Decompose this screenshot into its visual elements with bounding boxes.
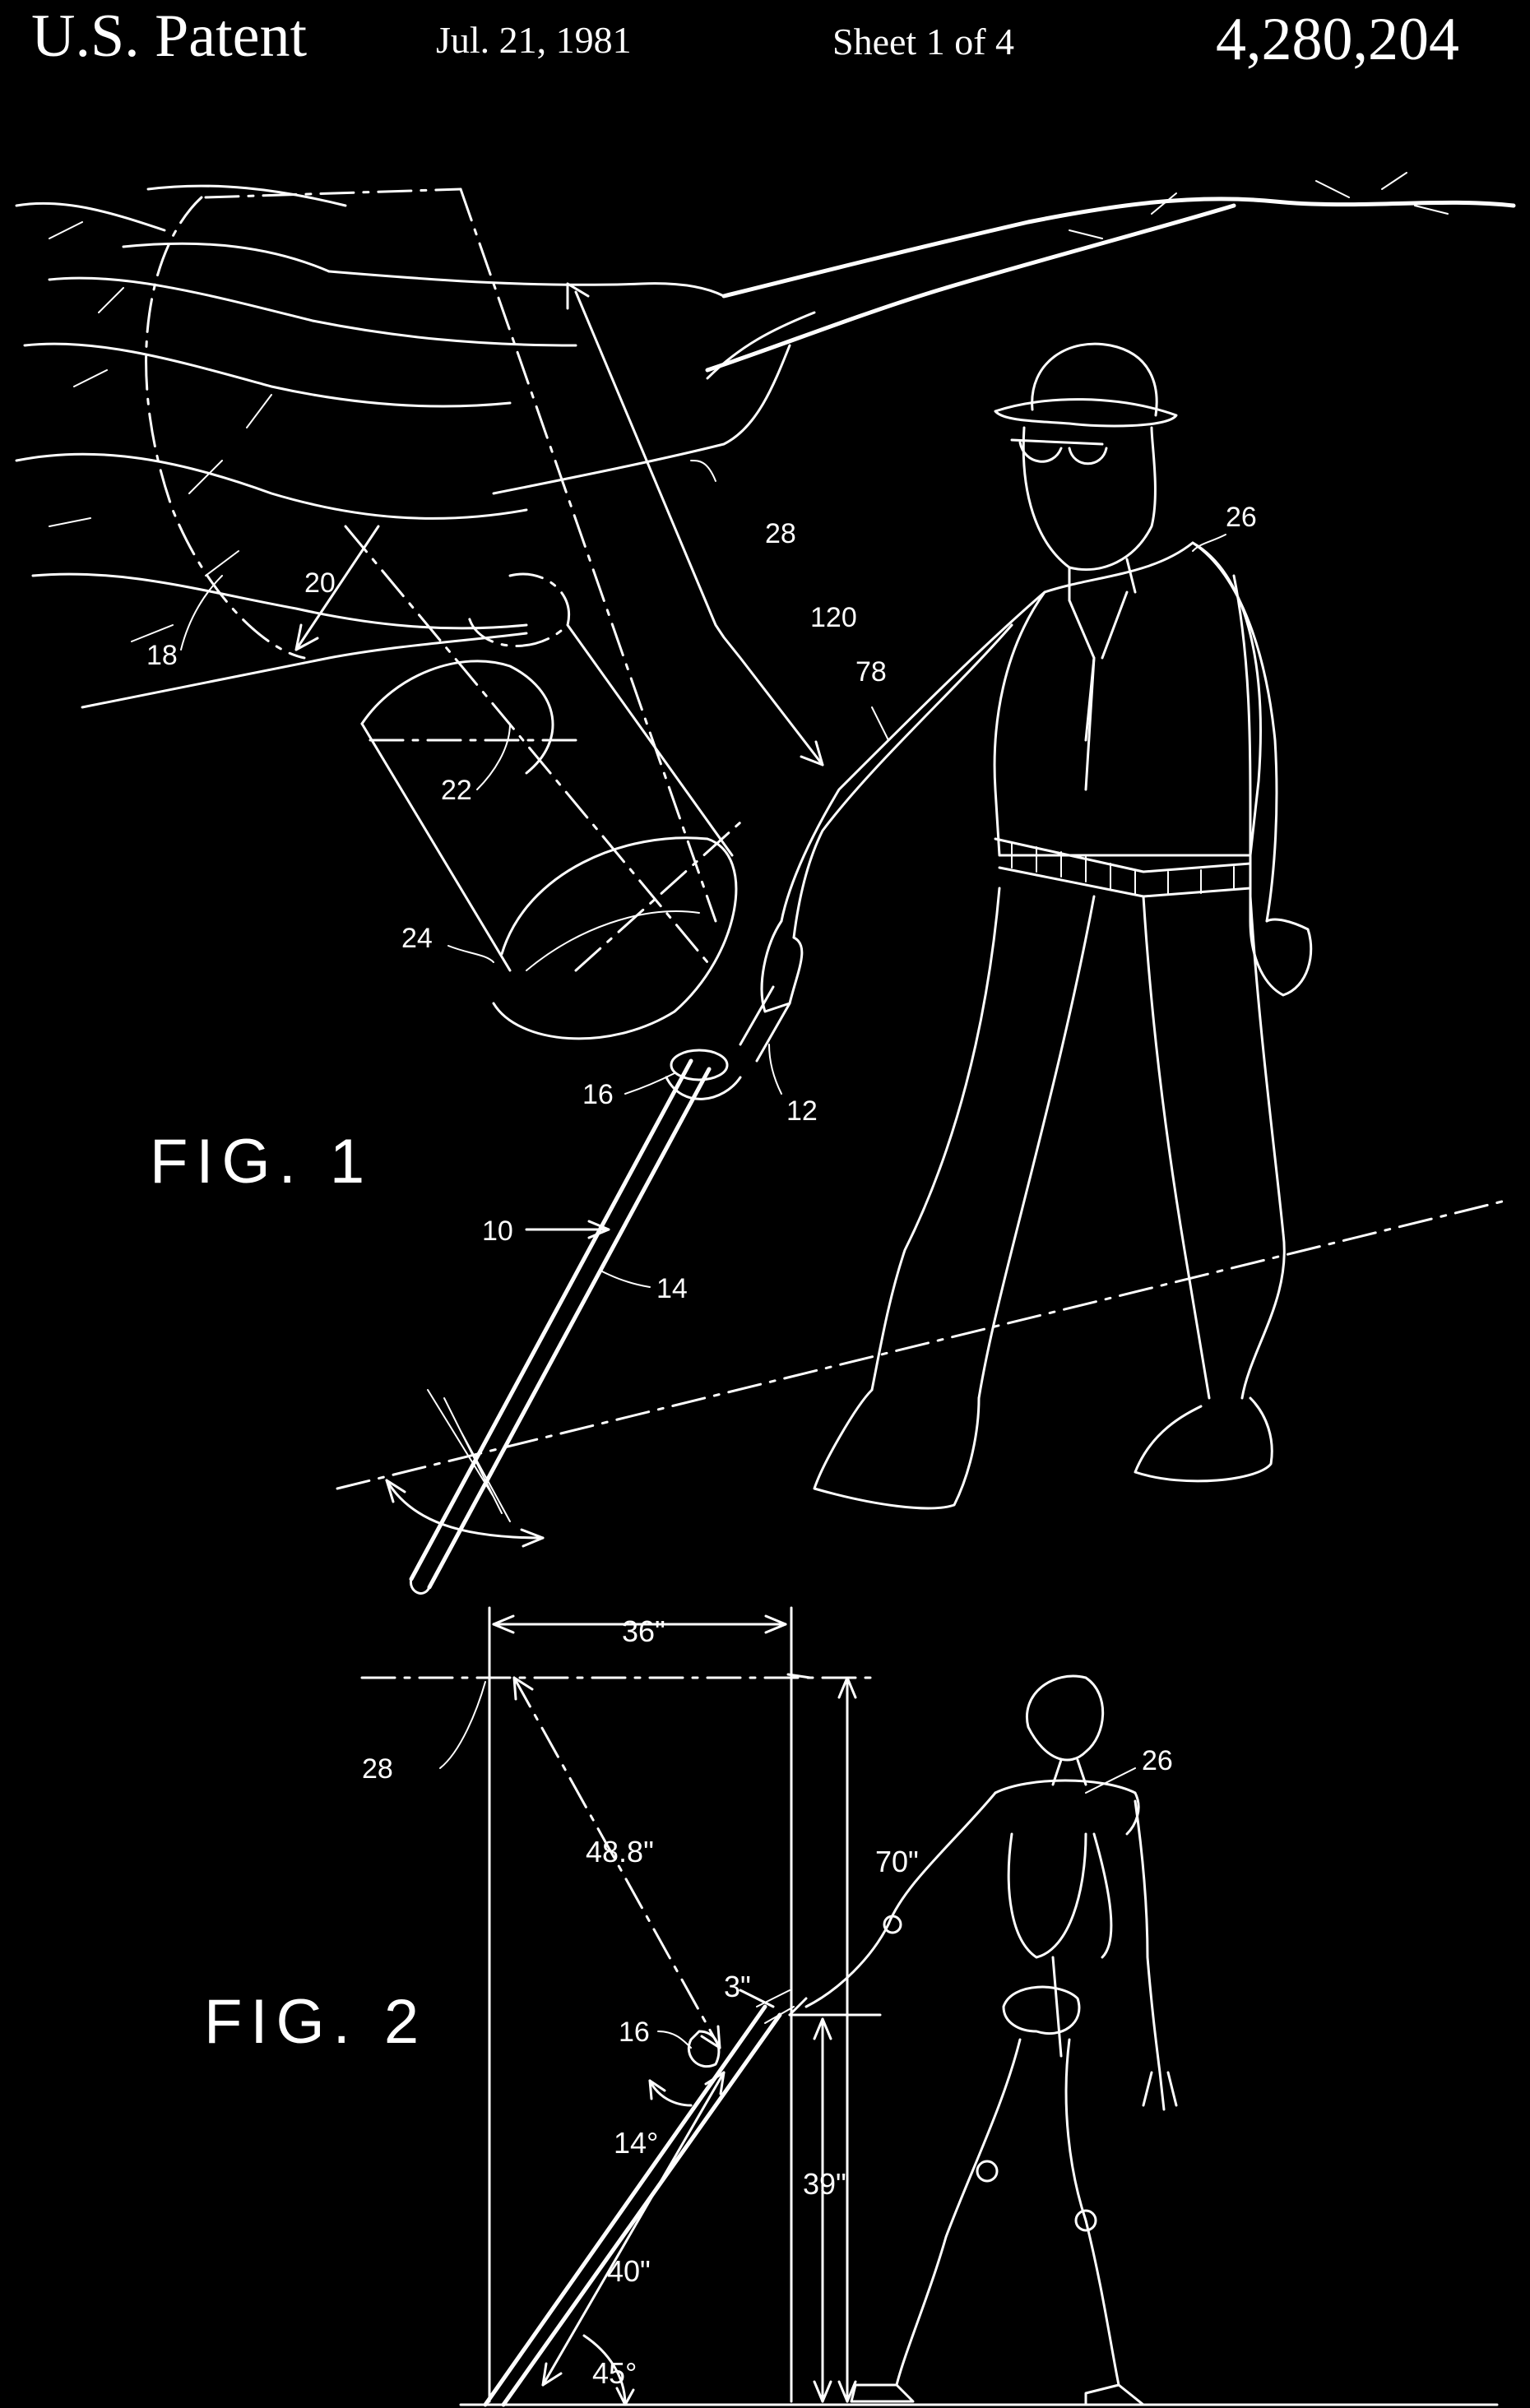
leader-28-fig2	[440, 1682, 485, 1768]
ref-18: 18	[146, 640, 178, 671]
cane-fig2	[485, 1990, 794, 2405]
ref-28: 28	[765, 518, 796, 549]
dim-36: 36"	[622, 1614, 665, 1648]
ref-26: 26	[1226, 502, 1257, 533]
dim-39: 39"	[803, 2167, 846, 2201]
dim-3: 3"	[724, 1970, 751, 2003]
dim-48-8: 48.8"	[586, 1835, 654, 1869]
dim-40: 40"	[607, 2254, 651, 2288]
figure-2-label: FIG. 2	[204, 1987, 427, 2057]
leader-14	[600, 1271, 650, 1287]
ref-24: 24	[401, 923, 433, 954]
leader-16	[625, 1073, 675, 1094]
arrow-10	[526, 1221, 609, 1238]
ref-120: 120	[810, 602, 857, 633]
leader-12	[769, 1044, 781, 1094]
ref-28-fig2: 28	[362, 1753, 393, 1785]
tree-branch-illustration	[16, 173, 1514, 707]
ref-14: 14	[656, 1273, 688, 1304]
ref-26-fig2: 26	[1142, 1745, 1173, 1776]
figure-1-label: FIG. 1	[150, 1127, 373, 1197]
leader-28	[691, 461, 716, 481]
leader-78	[872, 707, 888, 740]
ref-16: 16	[582, 1079, 614, 1110]
sensing-beam	[146, 189, 740, 1039]
sweep-arc	[387, 1480, 543, 1546]
leader-22	[477, 724, 510, 790]
ref-10: 10	[482, 1216, 513, 1247]
ref-20: 20	[304, 567, 336, 599]
dim-14: 14°	[614, 2126, 658, 2160]
ref-22: 22	[441, 775, 472, 806]
ref-12: 12	[786, 1095, 818, 1127]
skeleton-figure-illustration	[806, 1676, 1176, 2405]
leader-26	[1193, 535, 1226, 551]
dim-70: 70"	[875, 1845, 919, 1878]
dim-45: 45°	[592, 2356, 637, 2390]
leader-24	[448, 946, 494, 962]
leader-16-fig2	[658, 2031, 691, 2048]
figure-1: 28 26 120 78 20 18 22 24 16 12 10 14 FIG…	[16, 173, 1514, 1593]
figure-2: 28 26 16 36" 48.8" 70" 3" 14° 39" 40" 45…	[204, 1608, 1497, 2405]
ref-78: 78	[855, 656, 887, 688]
ref-16-fig2: 16	[619, 2017, 650, 2048]
cane	[410, 987, 790, 1593]
